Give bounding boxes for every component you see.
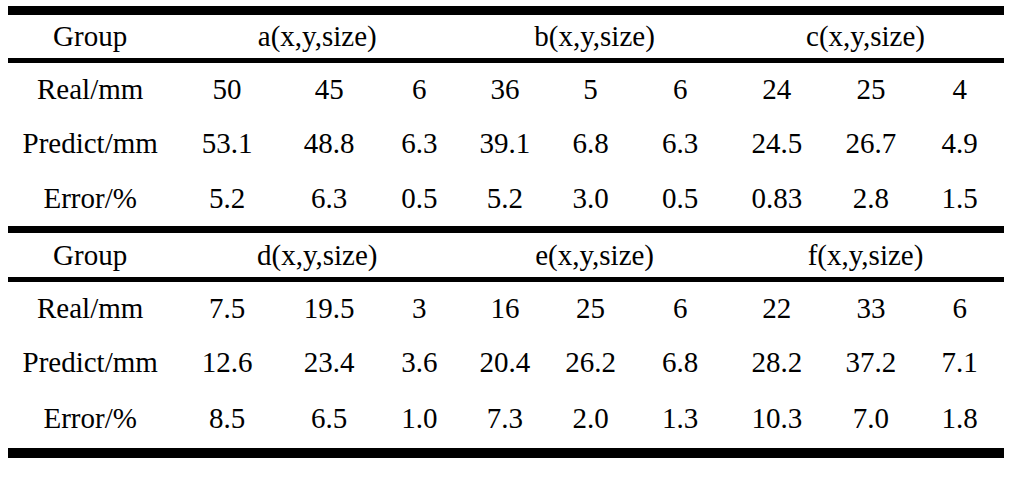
data-cell: 6 <box>915 280 1004 335</box>
data-cell: 6.8 <box>633 335 727 390</box>
group-f-header: f(x,y,size) <box>727 230 1004 280</box>
section-1-real-row: Real/mm 50 45 6 36 5 6 24 25 4 <box>8 61 1004 116</box>
row-label: Predict/mm <box>8 116 172 171</box>
data-cell: 48.8 <box>282 116 377 171</box>
row-label: Real/mm <box>8 280 172 335</box>
section-2-predict-row: Predict/mm 12.6 23.4 3.6 20.4 26.2 6.8 2… <box>8 335 1004 390</box>
section-1-predict-row: Predict/mm 53.1 48.8 6.3 39.1 6.8 6.3 24… <box>8 116 1004 171</box>
data-cell: 0.5 <box>377 171 463 230</box>
data-cell: 2.0 <box>548 390 634 453</box>
data-cell: 4 <box>915 61 1004 116</box>
data-cell: 3.6 <box>377 335 463 390</box>
data-cell: 53.1 <box>172 116 282 171</box>
row-label: Error/% <box>8 171 172 230</box>
data-cell: 1.8 <box>915 390 1004 453</box>
data-cell: 6 <box>633 280 727 335</box>
row-label: Real/mm <box>8 61 172 116</box>
data-cell: 19.5 <box>282 280 377 335</box>
data-cell: 22 <box>727 280 827 335</box>
data-cell: 45 <box>282 61 377 116</box>
data-cell: 3.0 <box>548 171 634 230</box>
data-cell: 36 <box>462 61 548 116</box>
data-cell: 7.0 <box>827 390 916 453</box>
section-1-header-row: Group a(x,y,size) b(x,y,size) c(x,y,size… <box>8 11 1004 61</box>
paper-table-figure: Group a(x,y,size) b(x,y,size) c(x,y,size… <box>0 0 1012 458</box>
section-2-real-row: Real/mm 7.5 19.5 3 16 25 6 22 33 6 <box>8 280 1004 335</box>
data-cell: 3 <box>377 280 463 335</box>
data-cell: 8.5 <box>172 390 282 453</box>
data-cell: 16 <box>462 280 548 335</box>
group-e-header: e(x,y,size) <box>462 230 727 280</box>
group-d-header: d(x,y,size) <box>172 230 462 280</box>
data-cell: 28.2 <box>727 335 827 390</box>
data-cell: 7.1 <box>915 335 1004 390</box>
data-cell: 24.5 <box>727 116 827 171</box>
data-cell: 10.3 <box>727 390 827 453</box>
group-b-header: b(x,y,size) <box>462 11 727 61</box>
row-label: Error/% <box>8 390 172 453</box>
data-cell: 26.7 <box>827 116 916 171</box>
row-label: Predict/mm <box>8 335 172 390</box>
data-cell: 5 <box>548 61 634 116</box>
data-cell: 24 <box>727 61 827 116</box>
data-cell: 6 <box>633 61 727 116</box>
data-cell: 25 <box>548 280 634 335</box>
data-cell: 20.4 <box>462 335 548 390</box>
section-2-header-row: Group d(x,y,size) e(x,y,size) f(x,y,size… <box>8 230 1004 280</box>
data-cell: 39.1 <box>462 116 548 171</box>
data-cell: 6 <box>377 61 463 116</box>
data-cell: 6.8 <box>548 116 634 171</box>
data-cell: 1.3 <box>633 390 727 453</box>
data-cell: 0.5 <box>633 171 727 230</box>
data-cell: 37.2 <box>827 335 916 390</box>
data-cell: 5.2 <box>172 171 282 230</box>
data-cell: 4.9 <box>915 116 1004 171</box>
group-column-label: Group <box>8 230 172 280</box>
data-cell: 6.3 <box>633 116 727 171</box>
data-cell: 0.83 <box>727 171 827 230</box>
data-cell: 6.5 <box>282 390 377 453</box>
data-cell: 1.0 <box>377 390 463 453</box>
section-1-error-row: Error/% 5.2 6.3 0.5 5.2 3.0 0.5 0.83 2.8… <box>8 171 1004 230</box>
data-cell: 1.5 <box>915 171 1004 230</box>
data-cell: 50 <box>172 61 282 116</box>
data-cell: 2.8 <box>827 171 916 230</box>
data-cell: 6.3 <box>377 116 463 171</box>
data-cell: 5.2 <box>462 171 548 230</box>
data-cell: 33 <box>827 280 916 335</box>
data-cell: 7.3 <box>462 390 548 453</box>
group-column-label: Group <box>8 11 172 61</box>
results-table: Group a(x,y,size) b(x,y,size) c(x,y,size… <box>8 6 1004 458</box>
data-cell: 23.4 <box>282 335 377 390</box>
data-cell: 12.6 <box>172 335 282 390</box>
data-cell: 6.3 <box>282 171 377 230</box>
data-cell: 26.2 <box>548 335 634 390</box>
data-cell: 25 <box>827 61 916 116</box>
group-c-header: c(x,y,size) <box>727 11 1004 61</box>
data-cell: 7.5 <box>172 280 282 335</box>
group-a-header: a(x,y,size) <box>172 11 462 61</box>
section-2-error-row: Error/% 8.5 6.5 1.0 7.3 2.0 1.3 10.3 7.0… <box>8 390 1004 453</box>
